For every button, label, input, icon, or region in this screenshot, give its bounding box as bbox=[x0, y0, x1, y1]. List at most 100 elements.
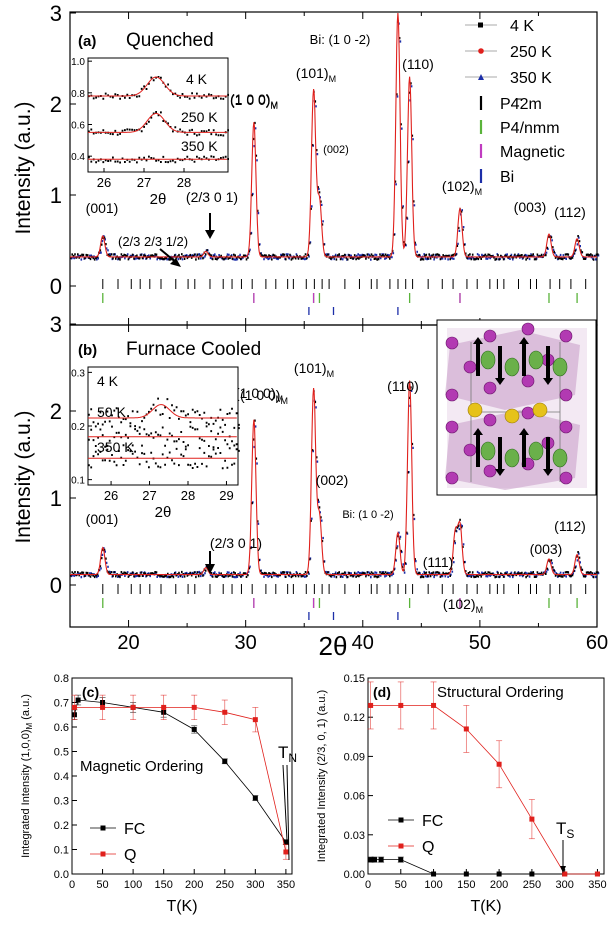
panel-a-y-axis-label: Intensity (a.u.) bbox=[12, 101, 35, 234]
spin-arrowhead bbox=[473, 428, 483, 435]
data-point-Q bbox=[252, 717, 258, 723]
inset-data-points bbox=[88, 425, 240, 449]
yellow-atom bbox=[504, 408, 520, 424]
panel-d: 0 50 100 150 200 250 300 350 0.00 0.03 0.06 0.09 0.1… bbox=[316, 673, 607, 915]
inset-x-axis-label: 2θ bbox=[150, 191, 167, 208]
magenta-atom bbox=[559, 471, 573, 485]
inset-y-tick-label: 0.6 bbox=[71, 121, 85, 132]
y-tick-label: 0.1 bbox=[54, 845, 69, 857]
inset-x-tick-label: 28 bbox=[177, 175, 191, 190]
x-tick-label: 300 bbox=[555, 879, 573, 891]
peak-label: (1 0 0)M bbox=[230, 91, 278, 110]
y-tick-label: 0.2 bbox=[54, 820, 69, 832]
x-tick-label: 50 bbox=[469, 632, 491, 654]
inset-fit-line bbox=[88, 112, 228, 133]
peak-label-subscript: M bbox=[275, 394, 283, 404]
legend-label: 350 K bbox=[510, 70, 552, 87]
fit-line bbox=[70, 380, 597, 576]
legend-label: Q bbox=[422, 839, 434, 856]
x-tick-label: 20 bbox=[117, 632, 139, 654]
peak-label: (002) bbox=[323, 144, 349, 156]
spin-arrowhead bbox=[519, 428, 529, 435]
inset-y-tick-label: 0.8 bbox=[71, 89, 85, 100]
series-line-Q bbox=[370, 705, 598, 875]
x-tick-label: 50 bbox=[96, 879, 108, 891]
legend-marker bbox=[100, 825, 106, 831]
legend-label: P4̄2m bbox=[500, 96, 542, 113]
data-point-FC bbox=[398, 857, 404, 863]
peak-label: (111) bbox=[423, 554, 454, 570]
panel-d-legend: FC Q bbox=[388, 813, 443, 856]
magenta-atom bbox=[559, 420, 573, 434]
legend-label: 250 K bbox=[510, 44, 552, 61]
inset-data-points bbox=[88, 397, 240, 429]
y-tick-label: 0.0 bbox=[54, 869, 69, 881]
x-tick-label: 250 bbox=[216, 879, 234, 891]
panel-a-inset: 0.4 0.6 0.8 1.0 26 27 28 4 K 250 K 350 K 2θ (1 0 0)… bbox=[71, 57, 278, 208]
x-tick-label: 200 bbox=[490, 879, 508, 891]
panel-b-frame bbox=[69, 324, 598, 628]
panel-b-title: Furnace Cooled bbox=[126, 339, 261, 360]
panel-b-arrowhead bbox=[205, 564, 215, 574]
x-tick-label: 0 bbox=[69, 879, 75, 891]
data-point-Q bbox=[222, 709, 228, 715]
peak-label: (003) bbox=[514, 199, 547, 215]
panel-d-y-axis-label: Integrated Intensity (2/3, 0, 1) (a.u.) bbox=[316, 690, 328, 862]
panel-a-arrowhead-1 bbox=[170, 258, 181, 267]
data-point-FC bbox=[529, 871, 535, 877]
panel-a-legend: 4 K 250 K 350 K P4̄2m P4/nmm Magnetic Bi bbox=[465, 18, 565, 186]
inset-curve-label: 350 K bbox=[97, 439, 134, 455]
peak-label: (101)M bbox=[296, 65, 336, 84]
y-tick-label: 0.15 bbox=[344, 673, 365, 685]
x-tick-label: 350 bbox=[588, 879, 606, 891]
data-point-FC bbox=[283, 839, 289, 845]
inset-y-tick-label: 0.1 bbox=[71, 476, 85, 487]
panel-a-y-ticks: 0 1 2 3 bbox=[50, 1, 76, 299]
peak-label: (002) bbox=[316, 472, 349, 488]
peak-label: (112) bbox=[554, 518, 586, 534]
x-tick-label: 200 bbox=[185, 879, 203, 891]
data-point-Q bbox=[161, 704, 167, 710]
magenta-atom bbox=[559, 388, 573, 402]
panel-c-label: (c) bbox=[82, 684, 99, 700]
peak-label: (2/3 0 1) bbox=[210, 535, 262, 551]
legend-label: Q bbox=[124, 847, 136, 864]
y-tick-label: 0.6 bbox=[54, 722, 69, 734]
magenta-atom bbox=[445, 471, 459, 485]
magenta-atom bbox=[463, 443, 477, 457]
inset-x-tick-label: 27 bbox=[142, 488, 156, 503]
y-tick-label: 0.09 bbox=[344, 751, 365, 763]
x-tick-label: 150 bbox=[457, 879, 475, 891]
panel-a-reflection-ticks bbox=[102, 279, 587, 315]
data-point-FC bbox=[378, 857, 384, 863]
data-point-Q bbox=[398, 702, 404, 708]
x-tick-label: 60 bbox=[586, 632, 608, 654]
inset-peak-label-subscript: M bbox=[270, 101, 278, 111]
magenta-atom bbox=[483, 413, 497, 427]
spin-arrowhead bbox=[519, 337, 529, 344]
panel-b-label: (b) bbox=[78, 342, 97, 359]
green-atom bbox=[528, 441, 544, 461]
panel-d-annotation: TS bbox=[556, 819, 574, 841]
peak-label: (001) bbox=[86, 200, 119, 216]
panel-a-title: Quenched bbox=[126, 30, 214, 51]
peak-label-subscript: M bbox=[475, 187, 483, 197]
x-tick-label: 0 bbox=[365, 879, 371, 891]
legend-marker bbox=[478, 74, 484, 80]
fit-line bbox=[70, 12, 597, 258]
panel-b-y-axis-label: Intensity (a.u.) bbox=[12, 410, 35, 543]
inset-curve-label: 50 K bbox=[97, 404, 126, 420]
panel-b-reflection-ticks bbox=[102, 584, 587, 620]
yellow-atom bbox=[467, 402, 483, 418]
yellow-atom bbox=[532, 402, 548, 418]
peak-label-subscript: M bbox=[327, 369, 335, 379]
y-tick-label: 1 bbox=[50, 183, 62, 208]
inset-peak-label: (1 0 0)M bbox=[240, 387, 288, 406]
y-tick-label: 3 bbox=[50, 312, 62, 337]
data-point-Q bbox=[100, 704, 106, 710]
data-point-Q bbox=[368, 702, 374, 708]
panel-b-y-ticks: 0 1 2 3 bbox=[50, 312, 76, 598]
panel-d-title: Structural Ordering bbox=[437, 684, 564, 701]
inset-x-tick-label: 28 bbox=[181, 488, 195, 503]
data-point-Q bbox=[562, 871, 568, 877]
